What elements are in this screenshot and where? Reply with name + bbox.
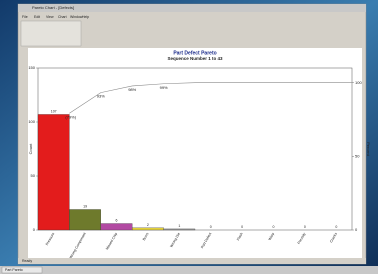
chart-subtitle: Sequence Number 1 to 43 — [167, 56, 223, 61]
bar-label: 0 — [241, 225, 243, 229]
screen: Pareto Chart - [Defects] File Edit View Cha… — [0, 0, 378, 274]
cumulative-label: 93% — [97, 94, 105, 99]
y-tick-label: 150 — [28, 65, 35, 70]
bar-label: 0 — [335, 225, 337, 229]
cumulative-label: (79%) — [65, 114, 76, 119]
bar-label: 1 — [178, 224, 180, 228]
task-label: Part Pareto — [5, 268, 23, 272]
bar — [164, 229, 195, 230]
bar — [38, 114, 69, 230]
bar — [69, 209, 100, 230]
bar — [132, 228, 163, 230]
bar-label: 0 — [273, 225, 275, 229]
y-tick-label: 50 — [31, 173, 36, 178]
menu-item: Window — [70, 15, 83, 19]
y-tick-label: 100 — [28, 119, 35, 124]
bar-label: 107 — [51, 109, 57, 113]
y2-tick-label: 100 — [355, 80, 362, 85]
bar — [101, 224, 132, 230]
cumulative-label: 98% — [128, 87, 136, 92]
status-bar — [18, 258, 366, 264]
y2-axis-label: Percent — [366, 142, 371, 157]
menu-item: Help — [82, 15, 89, 19]
bar-label: 0 — [304, 225, 306, 229]
bar-label: 6 — [116, 218, 118, 222]
bar-label: 2 — [147, 223, 149, 227]
menu-item: View — [46, 15, 54, 19]
toolbar[interactable] — [21, 21, 81, 46]
window-title: Pareto Chart - [Defects] — [32, 5, 74, 10]
y-axis-label: Count — [28, 143, 33, 155]
taskbar — [0, 266, 378, 274]
menu-item: Chart — [58, 15, 67, 19]
cumulative-label: 99% — [160, 85, 168, 90]
menu-item: File — [22, 15, 28, 19]
bar-label: 19 — [83, 204, 87, 208]
status-text: Ready — [22, 259, 32, 263]
y2-tick-label: 50 — [355, 153, 360, 158]
bar-label: 0 — [210, 225, 212, 229]
menu-item: Edit — [34, 15, 40, 19]
